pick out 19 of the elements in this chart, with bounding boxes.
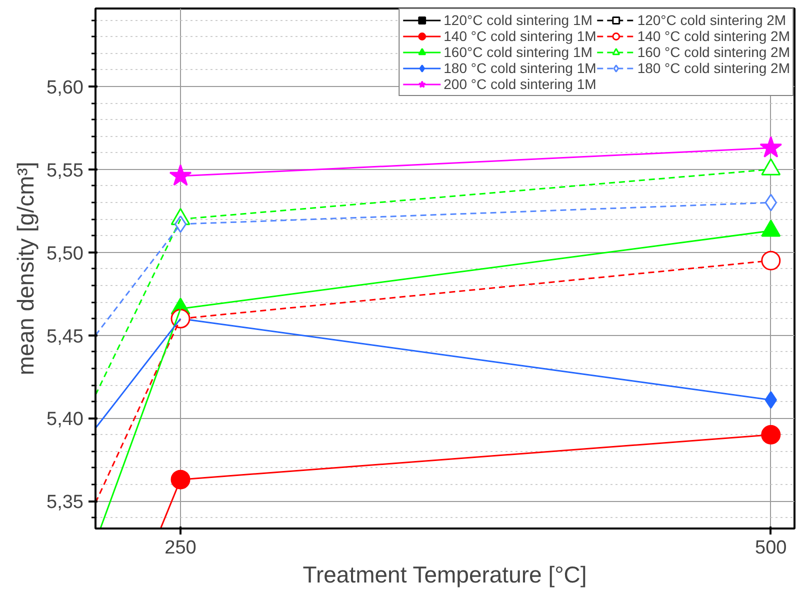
legend-label: 180 °C cold sintering 1M <box>444 60 596 76</box>
y-tick-label: 5,45 <box>46 326 84 348</box>
legend-label: 200 °C cold sintering 1M <box>444 76 596 92</box>
x-tick-label: 250 <box>164 538 196 558</box>
legend-label: 120°C cold sintering 2M <box>637 12 786 28</box>
legend-label: 140 °C cold sintering 2M <box>637 28 790 44</box>
y-tick-label: 5,50 <box>46 243 84 264</box>
legend-label: 180 °C cold sintering 2M <box>637 60 790 76</box>
legend-label: 160°C cold sintering 1M <box>444 44 592 60</box>
legend-label: 160 °C cold sintering 2M <box>637 44 790 60</box>
y-axis-title: mean density [g/cm³] <box>12 162 39 376</box>
x-tick-label: 500 <box>755 538 787 558</box>
y-tick-label: 5,55 <box>46 160 84 182</box>
x-axis-title: Treatment Temperature [°C] <box>302 562 587 588</box>
y-tick-label: 5,60 <box>46 77 84 98</box>
y-tick-label: 5,40 <box>46 409 84 430</box>
legend-label: 120°C cold sintering 1M <box>444 12 592 28</box>
legend-label: 140 °C cold sintering 1M <box>444 28 596 44</box>
y-tick-label: 5,35 <box>46 492 84 514</box>
